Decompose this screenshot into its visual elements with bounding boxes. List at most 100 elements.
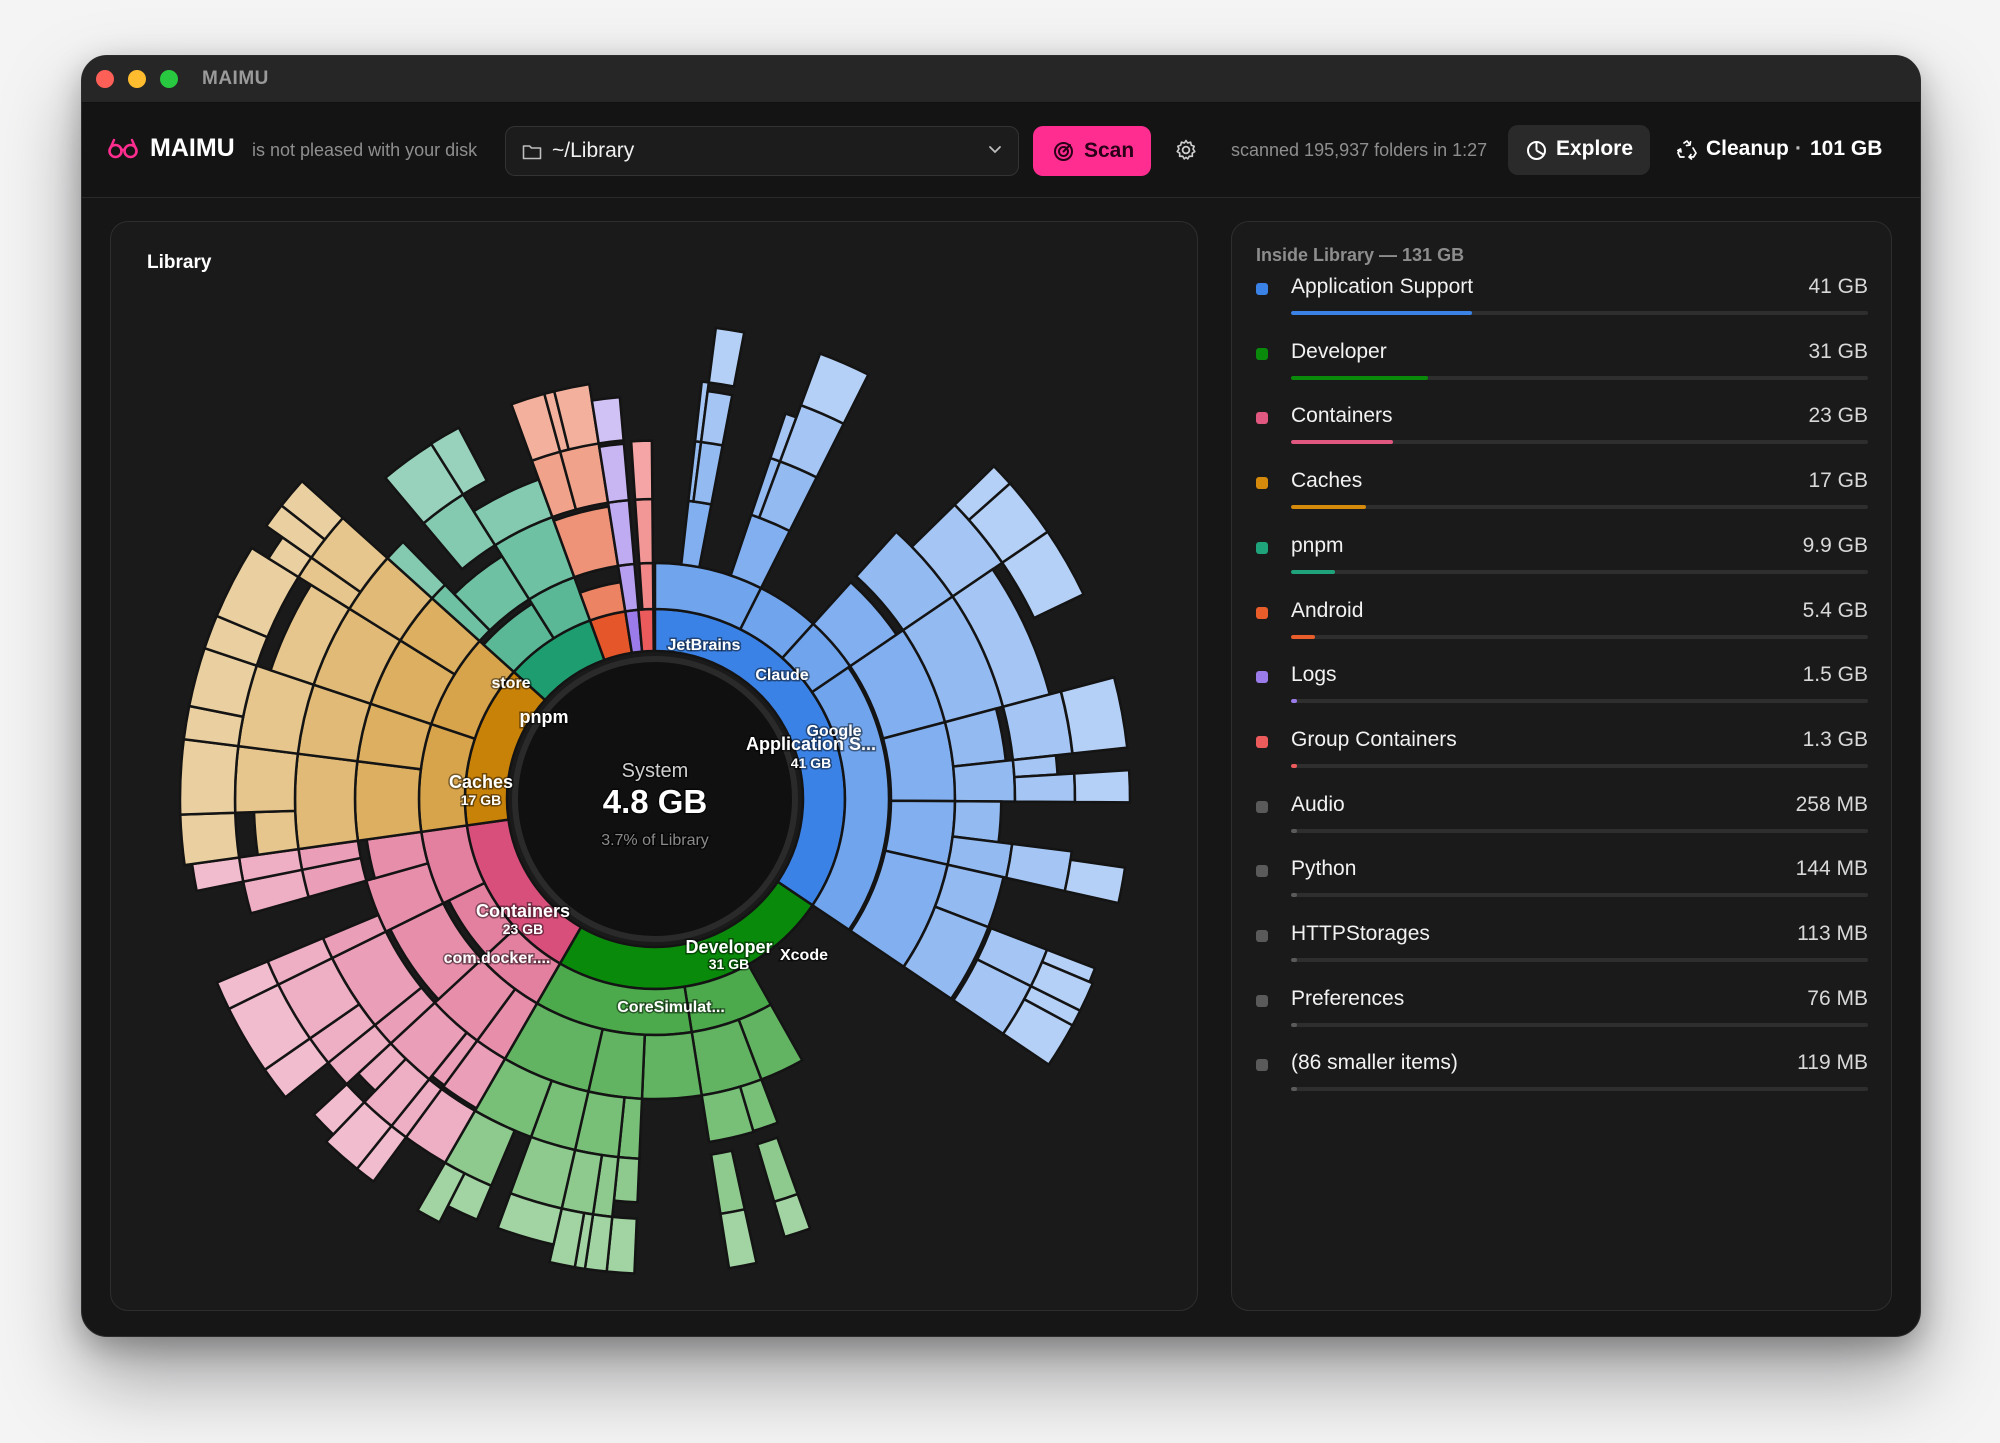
color-swatch <box>1256 994 1268 1007</box>
sunburst-segment[interactable] <box>633 497 655 565</box>
breakdown-item[interactable]: Caches 17 GB <box>1256 465 1868 525</box>
sunburst-segment[interactable] <box>178 737 240 816</box>
sunburst-segment[interactable] <box>496 1191 564 1247</box>
sunburst-segment[interactable] <box>719 1207 759 1270</box>
sunburst-segment[interactable] <box>951 799 1003 844</box>
sunburst-segment[interactable] <box>679 499 713 569</box>
minimize-window-button[interactable] <box>128 70 146 88</box>
sunburst-segment[interactable] <box>279 479 345 542</box>
sunburst-segment[interactable] <box>640 1030 704 1101</box>
item-size: 1.3 GB <box>1802 727 1868 751</box>
breakdown-item[interactable]: (86 smaller items) 119 MB <box>1256 1047 1868 1107</box>
gear-icon[interactable] <box>1174 138 1198 162</box>
breakdown-panel: Inside Library — 131 GB Application Supp… <box>1231 221 1892 1311</box>
sunburst-segment[interactable] <box>590 395 625 445</box>
item-name: Audio <box>1291 792 1345 816</box>
item-size: 31 GB <box>1808 339 1868 363</box>
sunburst-segment[interactable] <box>901 905 991 1001</box>
sunburst-segment[interactable] <box>1072 768 1132 804</box>
sunburst-segment[interactable] <box>772 1192 812 1239</box>
sunburst-segment[interactable] <box>1059 675 1129 755</box>
size-bar <box>1291 634 1868 639</box>
sunburst-segment[interactable] <box>233 744 300 815</box>
explore-button[interactable]: Explore <box>1508 125 1650 175</box>
breakdown-item[interactable]: Python 144 MB <box>1256 853 1868 913</box>
path-value: ~/Library <box>552 139 635 162</box>
size-bar <box>1291 763 1868 768</box>
glasses-icon <box>108 138 138 159</box>
breakdown-item[interactable]: HTTPStorages 113 MB <box>1256 918 1868 978</box>
sunburst-segment[interactable] <box>252 809 300 857</box>
sunburst-segment[interactable] <box>1013 772 1077 804</box>
color-swatch <box>1256 865 1268 878</box>
breakdown-item[interactable]: Developer 31 GB <box>1256 336 1868 396</box>
sunburst-segment[interactable] <box>1063 858 1127 905</box>
item-name: Containers <box>1291 404 1393 428</box>
sunburst-segment[interactable] <box>385 540 447 601</box>
size-bar <box>1291 569 1868 574</box>
sunburst-segment[interactable] <box>637 561 655 611</box>
breakdown-item[interactable]: Android 5.4 GB <box>1256 595 1868 655</box>
sunburst-segment[interactable] <box>707 326 746 388</box>
breakdown-item[interactable]: Logs 1.5 GB <box>1256 659 1868 719</box>
sunburst-segment[interactable] <box>755 1135 800 1204</box>
sunburst-segment[interactable] <box>810 665 891 932</box>
breakdown-item[interactable]: pnpm 9.9 GB <box>1256 530 1868 590</box>
breakdown-item[interactable]: Group Containers 1.3 GB <box>1256 724 1868 784</box>
sunburst-segment[interactable] <box>353 759 423 843</box>
size-bar-fill <box>1291 1022 1297 1027</box>
sunburst-segment[interactable] <box>699 389 734 447</box>
sunburst-segment[interactable] <box>311 1082 367 1137</box>
item-name: Caches <box>1291 469 1363 493</box>
color-swatch <box>1256 347 1268 360</box>
item-name: HTTPStorages <box>1291 922 1430 945</box>
cleanup-label: Cleanup <box>1706 137 1789 160</box>
sunburst-segment[interactable] <box>293 752 360 851</box>
sunburst-segment[interactable] <box>951 758 1017 803</box>
sunburst-segment[interactable] <box>1000 530 1086 620</box>
sunburst-segment[interactable] <box>700 1085 756 1144</box>
segment-label: Containers <box>476 901 570 921</box>
sunburst-center[interactable] <box>512 656 798 942</box>
sunburst-segment[interactable] <box>637 607 655 653</box>
segment-label: Xcode <box>780 947 828 964</box>
size-bar-fill <box>1291 311 1472 315</box>
size-bar-fill <box>1291 699 1298 704</box>
zoom-window-button[interactable] <box>160 70 178 88</box>
center-share: 3.7% of Library <box>601 832 709 849</box>
sunburst-segment[interactable] <box>709 1149 747 1216</box>
close-window-button[interactable] <box>96 70 114 88</box>
size-bar <box>1291 311 1868 315</box>
sunburst-segment[interactable] <box>597 442 631 505</box>
segment-label: JetBrains <box>668 637 741 654</box>
sunburst-segment[interactable] <box>629 439 654 501</box>
size-bar-fill <box>1291 763 1297 768</box>
breakdown-item[interactable]: Preferences 76 MB <box>1256 983 1868 1043</box>
scan-button[interactable]: Scan <box>1033 126 1151 176</box>
item-name: Android <box>1291 598 1364 622</box>
breakdown-item[interactable]: Audio 258 MB <box>1256 789 1868 849</box>
size-bar <box>1291 1022 1868 1027</box>
sunburst-segment[interactable] <box>178 811 241 867</box>
item-name: pnpm <box>1291 533 1344 557</box>
color-swatch <box>1256 735 1268 748</box>
sunburst-segment[interactable] <box>215 959 280 1011</box>
size-bar <box>1291 1087 1868 1092</box>
sunburst-segment[interactable] <box>1004 842 1074 893</box>
breakdown-item[interactable]: Containers 23 GB <box>1256 400 1868 460</box>
breakdown-item[interactable]: Application Support 41 GB <box>1256 271 1868 331</box>
color-swatch <box>1256 477 1268 490</box>
sunburst-segment[interactable] <box>799 351 871 426</box>
size-bar <box>1291 828 1868 833</box>
item-size: 5.4 GB <box>1802 598 1868 622</box>
color-swatch <box>1256 1059 1268 1072</box>
item-name: (86 smaller items) <box>1291 1051 1458 1075</box>
path-select[interactable]: ~/Library <box>505 126 1019 176</box>
item-name: Developer <box>1291 339 1387 363</box>
segment-label: CoreSimulat... <box>617 999 725 1016</box>
item-name: Preferences <box>1291 986 1405 1010</box>
color-swatch <box>1256 283 1268 295</box>
sunburst-segment[interactable] <box>1001 997 1075 1067</box>
sunburst-segment[interactable] <box>429 425 489 497</box>
